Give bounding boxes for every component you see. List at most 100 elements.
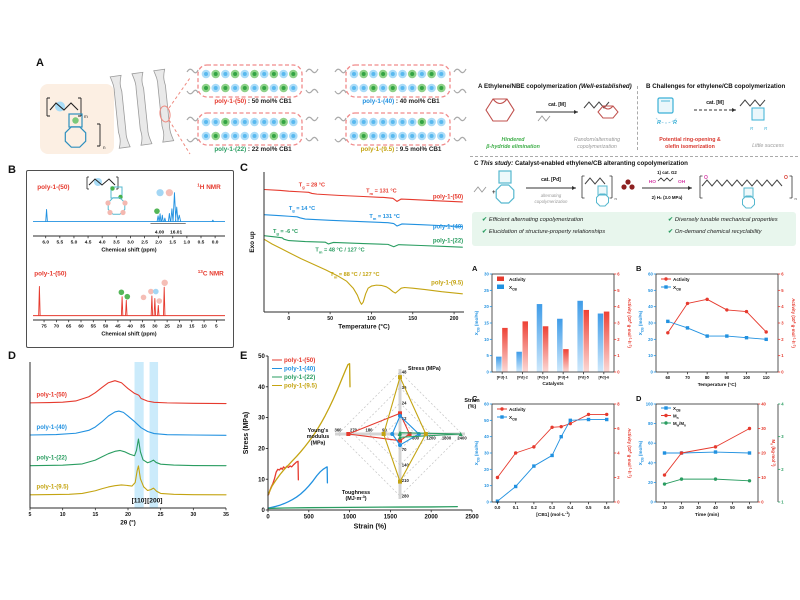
- scheme-c-title: Catalyst-enabled ethylene/CB alteranting…: [513, 160, 688, 167]
- svg-text:Stress (MPa): Stress (MPa): [243, 412, 250, 454]
- svg-text:poly-1-(9.5): poly-1-(9.5): [431, 280, 463, 286]
- svg-text:(%): (%): [468, 404, 477, 410]
- svg-text:13C NMR: 13C NMR: [198, 269, 224, 277]
- svg-text:30: 30: [190, 512, 196, 518]
- svg-text:Tg = 14 °C: Tg = 14 °C: [289, 206, 315, 213]
- scheme-b-tag: B: [646, 83, 651, 90]
- svg-text:3: 3: [781, 434, 784, 439]
- svg-text:(MJ·m-3): (MJ·m-3): [345, 494, 366, 502]
- bullet-text: Efficient alternating copolymerization: [488, 217, 584, 223]
- svg-text:[Pd]-5: [Pd]-5: [578, 375, 589, 379]
- svg-text:100: 100: [743, 375, 751, 380]
- chart-a-label: A: [472, 264, 478, 273]
- zoom-ellipse: [159, 105, 171, 123]
- check-icon: ✔: [668, 229, 673, 235]
- r-group-label: R: [764, 126, 768, 131]
- bullet-text: Diversely tunable mechanical properties: [674, 217, 778, 223]
- svg-text:Exo up: Exo up: [249, 231, 256, 252]
- svg-text:1800: 1800: [442, 435, 452, 440]
- svg-text:10: 10: [484, 483, 489, 488]
- panel-c-label: C: [240, 162, 248, 174]
- svg-text:Young's: Young's: [308, 428, 329, 434]
- svg-text:XCB (mol%): XCB (mol%): [474, 440, 481, 465]
- scheme-b-header: B Challenges for ethylene/CB copolymeriz…: [646, 83, 785, 90]
- chain-desc: : 22 mol% CB1: [246, 146, 292, 153]
- cb1-cyclobutene-ring: [498, 170, 512, 184]
- svg-text:poly-1-(50): poly-1-(50): [34, 270, 66, 277]
- chart-d-label: D: [636, 394, 642, 403]
- svg-text:[110]: [110]: [132, 497, 147, 504]
- caption-line: Hindered: [501, 137, 525, 143]
- chain-desc: : 50 mol% CB1: [246, 98, 292, 105]
- backbone: [701, 179, 783, 187]
- catalyst-label: cat. [M]: [706, 100, 724, 106]
- scheme-c-title-italic: This study:: [480, 160, 514, 167]
- svg-text:[CB1] (mol·L-1): [CB1] (mol·L-1): [536, 511, 570, 518]
- svg-text:0: 0: [617, 369, 620, 374]
- c13-nmr-spectrum: 75 70 65 60 55 50 45 40 35 30 25 20 15 10 5 Chemical sh…: [33, 269, 225, 337]
- svg-text:24: 24: [402, 401, 407, 406]
- svg-text:poly-1-(40): poly-1-(40): [433, 225, 463, 231]
- diol-ho: HO: [649, 179, 656, 185]
- svg-text:2000: 2000: [425, 515, 439, 521]
- svg-text:0.4: 0.4: [567, 505, 573, 510]
- svg-text:Tm = 131 °C: Tm = 131 °C: [366, 189, 397, 196]
- svg-text:Activity: Activity: [509, 277, 526, 282]
- svg-text:1H NMR: 1H NMR: [197, 182, 221, 190]
- svg-text:Temperature (°C): Temperature (°C): [698, 382, 737, 388]
- reagent-step1: 1) cat. G2: [657, 170, 677, 175]
- dogbone-specimen: [131, 71, 153, 146]
- pink-h-site: [120, 209, 126, 216]
- monomer-structure-card: m n: [40, 84, 114, 154]
- svg-text:75: 75: [41, 323, 47, 329]
- norbornene-bridge: [492, 98, 508, 105]
- svg-text:1500: 1500: [384, 515, 398, 521]
- svg-text:150: 150: [408, 316, 417, 322]
- svg-text:180: 180: [366, 428, 374, 433]
- svg-text:5: 5: [781, 288, 784, 293]
- pd-catalyst-label: cat. [Pd]: [541, 177, 561, 183]
- pink-h-site: [122, 200, 128, 206]
- svg-text:30: 30: [484, 450, 489, 455]
- svg-text:Chemical shift (ppm): Chemical shift (ppm): [101, 247, 156, 253]
- svg-text:110: 110: [763, 375, 770, 380]
- svg-text:25: 25: [164, 323, 170, 329]
- svg-text:2: 2: [617, 337, 620, 342]
- backbone: [88, 178, 116, 186]
- svg-text:35: 35: [223, 512, 229, 518]
- diol-oh: OH: [678, 179, 686, 185]
- svg-text:60: 60: [665, 375, 670, 380]
- svg-text:XCB: XCB: [673, 406, 681, 413]
- svg-text:20: 20: [177, 323, 183, 329]
- svg-text:50: 50: [327, 316, 333, 322]
- svg-text:Time (min): Time (min): [695, 512, 720, 518]
- oxygen-label-left: O: [704, 175, 708, 181]
- scheme-a-caption-left: Hindered β-hydride elimination: [474, 137, 552, 150]
- check-icon: ✔: [482, 229, 487, 235]
- svg-text:70: 70: [402, 447, 407, 452]
- svg-text:4: 4: [617, 304, 620, 309]
- subscript-m: m: [84, 114, 88, 119]
- svg-text:Activity (104 g·mol-1·h-1): Activity (104 g·mol-1·h-1): [791, 298, 797, 348]
- r-group-label: R: [673, 120, 677, 126]
- svg-text:1200: 1200: [426, 435, 436, 440]
- bracket-left: [581, 175, 585, 199]
- caption-line: Potential ring-opening &: [659, 137, 721, 143]
- brackets: [86, 176, 119, 190]
- svg-text:6: 6: [617, 426, 620, 431]
- svg-text:0: 0: [650, 369, 653, 374]
- svg-text:40: 40: [258, 385, 265, 391]
- r-group-arc: [655, 117, 678, 124]
- svg-text:4: 4: [617, 450, 620, 455]
- polymer-chain-graphic: [334, 64, 467, 98]
- svg-text:0: 0: [486, 369, 489, 374]
- svg-text:[Pd]-4: [Pd]-4: [558, 375, 570, 379]
- svg-text:poly-1-(9.5): poly-1-(9.5): [284, 382, 317, 389]
- svg-text:0: 0: [650, 499, 653, 504]
- svg-text:0: 0: [781, 369, 784, 374]
- svg-text:100: 100: [646, 401, 654, 406]
- svg-text:2: 2: [781, 337, 784, 342]
- challenge-product: R R: [739, 99, 768, 131]
- catalyst-screen-chart: [Pd]-1 [Pd]-2 [Pd]-3 [Pd]-4 [Pd]-5 [Pd]-6 Cata…: [474, 271, 633, 386]
- arrow-sublabel-2: copolymerization: [535, 199, 569, 204]
